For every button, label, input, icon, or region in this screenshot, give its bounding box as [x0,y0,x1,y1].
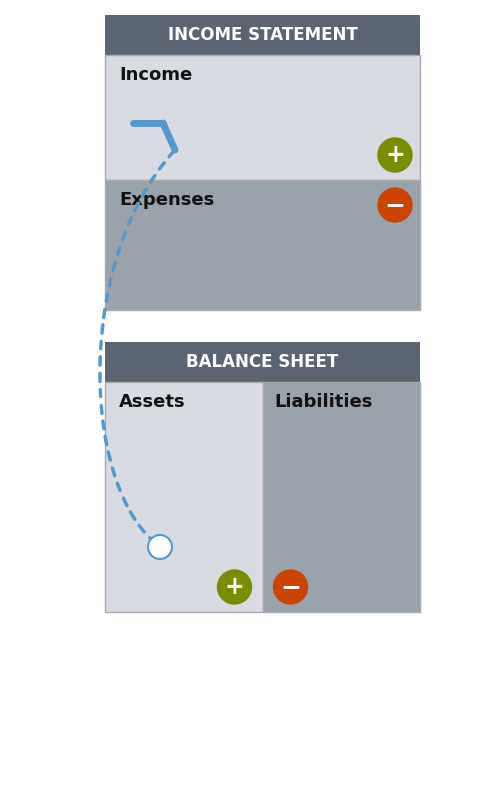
Text: INCOME STATEMENT: INCOME STATEMENT [168,26,358,44]
Bar [105,55,420,180]
Bar [105,15,420,55]
Circle shape [148,535,172,559]
Bar [105,180,420,310]
Text: Assets: Assets [119,393,186,411]
Text: Expenses: Expenses [119,191,214,209]
Circle shape [378,188,412,222]
Circle shape [274,570,308,604]
Text: Liabilities: Liabilities [275,393,373,411]
Circle shape [217,570,252,604]
Text: −: − [384,193,406,217]
Text: Income: Income [119,66,192,84]
Bar [105,382,263,612]
Text: −: − [280,575,301,599]
Text: +: + [225,575,244,599]
Circle shape [378,138,412,172]
Bar [105,342,420,382]
Text: BALANCE SHEET: BALANCE SHEET [186,353,338,371]
Bar [263,382,420,612]
Text: +: + [385,143,405,167]
